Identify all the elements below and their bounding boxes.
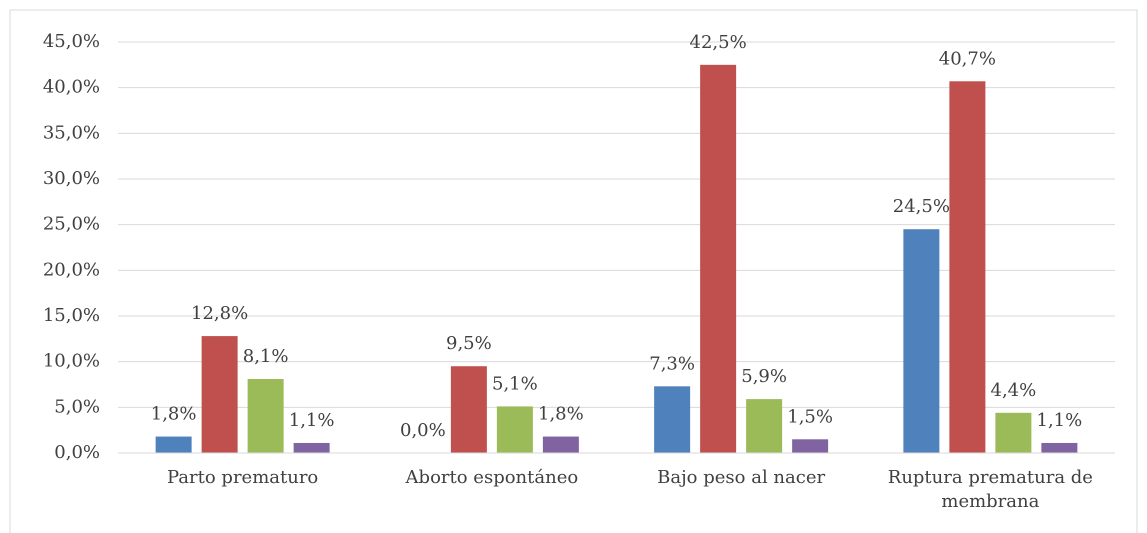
bar <box>496 406 533 453</box>
data-label: 12,8% <box>191 303 248 324</box>
bar <box>201 336 238 453</box>
y-tick-label: 25,0% <box>43 214 100 235</box>
bar <box>293 442 330 453</box>
bar <box>746 399 783 453</box>
bar <box>995 412 1032 453</box>
data-label: 1,1% <box>1037 410 1083 431</box>
data-label: 7,3% <box>649 353 695 374</box>
data-label: 5,9% <box>741 366 787 387</box>
y-tick-label: 10,0% <box>43 351 100 372</box>
data-label: 9,5% <box>446 333 492 354</box>
data-label: 40,7% <box>939 48 996 69</box>
y-tick-label: 40,0% <box>43 77 100 98</box>
data-label: 42,5% <box>690 32 747 53</box>
bar <box>1041 442 1078 453</box>
x-tick-label: Bajo peso al nacer <box>657 467 825 488</box>
x-tick-label: Parto prematuro <box>167 467 318 488</box>
y-tick-label: 45,0% <box>43 31 100 52</box>
y-tick-label: 15,0% <box>43 305 100 326</box>
data-label: 1,8% <box>538 404 584 425</box>
data-label: 0,0% <box>400 420 446 441</box>
bar <box>903 229 940 453</box>
bar <box>792 439 829 453</box>
chart-frame <box>9 9 1138 533</box>
bar <box>247 379 284 453</box>
data-label: 1,1% <box>289 410 335 431</box>
y-tick-label: 5,0% <box>54 396 100 417</box>
x-tick-label: Ruptura prematura de membrana <box>888 467 1093 512</box>
data-label: 4,4% <box>991 380 1037 401</box>
data-label: 1,8% <box>151 404 197 425</box>
y-tick-label: 35,0% <box>43 122 100 143</box>
data-label: 1,5% <box>787 406 833 427</box>
x-tick-label: Aborto espontáneo <box>405 467 579 488</box>
bar <box>654 386 691 453</box>
data-label: 24,5% <box>893 196 950 217</box>
bar <box>155 436 192 453</box>
y-tick-label: 0,0% <box>54 442 100 463</box>
data-label: 8,1% <box>243 346 289 367</box>
bar <box>700 64 737 453</box>
bar <box>450 366 487 453</box>
y-tick-label: 20,0% <box>43 259 100 280</box>
bar <box>542 436 579 453</box>
bar <box>949 81 986 454</box>
data-label: 5,1% <box>492 373 538 394</box>
y-tick-label: 30,0% <box>43 168 100 189</box>
